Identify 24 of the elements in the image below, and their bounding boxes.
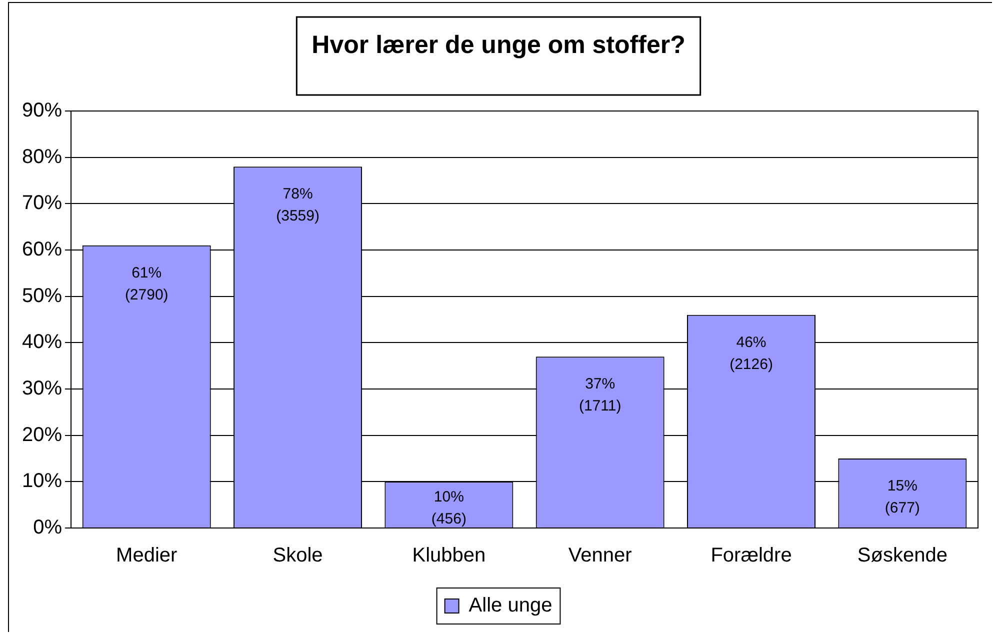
y-tick-label: 40% bbox=[22, 331, 62, 354]
chart-title: Hvor lærer de unge om stoffer? bbox=[312, 30, 686, 59]
y-tick-label: 70% bbox=[22, 192, 62, 214]
x-tick-label: Skole bbox=[272, 544, 323, 567]
x-tick-label: Klubben bbox=[412, 544, 486, 567]
x-tick-label: Medier bbox=[116, 544, 178, 567]
x-tick-label: Forældre bbox=[710, 544, 792, 567]
y-tick-label: 60% bbox=[22, 238, 62, 261]
x-tick-label: Venner bbox=[568, 544, 632, 567]
x-tick-label: Søskende bbox=[857, 544, 948, 567]
y-tick-label: 0% bbox=[33, 516, 62, 539]
data-label: 46% (2126) bbox=[730, 334, 773, 374]
y-tick-label: 10% bbox=[22, 470, 62, 492]
data-label: 10% (456) bbox=[431, 488, 466, 528]
legend-label: Alle unge bbox=[468, 594, 552, 617]
data-label: 61% (2790) bbox=[124, 264, 168, 304]
data-label: 78% (3559) bbox=[276, 186, 320, 225]
data-label: 37% (1711) bbox=[578, 376, 622, 415]
y-tick-label: 50% bbox=[22, 284, 62, 307]
data-label: 15% (677) bbox=[884, 478, 920, 517]
y-tick-label: 80% bbox=[22, 146, 62, 168]
y-tick-label: 30% bbox=[22, 378, 62, 400]
y-tick-label: 90% bbox=[22, 100, 62, 122]
y-tick-label: 20% bbox=[22, 424, 62, 446]
